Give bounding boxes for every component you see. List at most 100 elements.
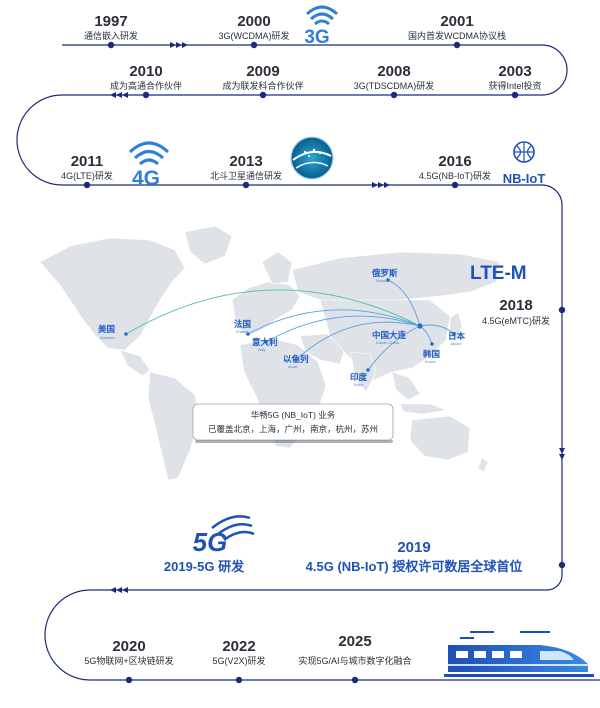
- 5g-logo-icon: 5G: [193, 515, 255, 557]
- city-sub-korea: Korea: [425, 359, 436, 364]
- arc-japan: [419, 324, 455, 335]
- dot-2010: [142, 91, 150, 99]
- city-sub-usa: America: [100, 335, 115, 340]
- desc-1997: 通信嵌入研发: [84, 30, 138, 41]
- city-label-italy: 意大利: [252, 337, 278, 347]
- path-arrows: [110, 42, 565, 593]
- year-2011: 2011: [71, 153, 104, 170]
- year-2000: 2000: [237, 13, 270, 30]
- desc-2008: 3G(TDSCDMA)研发: [354, 80, 435, 91]
- coverage-callout: 华畅5G (NB_IoT) 业务 已覆盖北京，上海，广州，南京，杭州，苏州: [192, 403, 394, 443]
- arc-usa: [125, 289, 421, 335]
- city-dot-italy: [264, 340, 268, 344]
- dot-1997: [107, 41, 115, 49]
- dot-2000: [250, 41, 258, 49]
- arc-france: [247, 309, 421, 335]
- desc-2022: 5G(V2X)研发: [212, 655, 265, 666]
- world-map: [39, 225, 501, 481]
- arc-italy: [265, 315, 421, 343]
- dot-2016: [451, 181, 459, 189]
- dot-2013: [242, 181, 250, 189]
- city-label-korea: 韩国: [423, 349, 440, 359]
- city-sub-italy: Italy: [258, 347, 265, 352]
- arc-india: [367, 325, 421, 371]
- callout-line2: 已覆盖北京，上海，广州，南京，杭州，苏州: [208, 424, 378, 434]
- arrow-row4: [110, 587, 128, 593]
- title-2019-5g: 2019-5G 研发: [164, 559, 245, 574]
- year-1997: 1997: [94, 13, 127, 30]
- city-dot-korea: [430, 342, 434, 346]
- dot-2001: [453, 41, 461, 49]
- year-2022: 2022: [222, 638, 255, 655]
- dot-2003: [511, 91, 519, 99]
- year-2003: 2003: [498, 63, 531, 80]
- year-2009: 2009: [246, 63, 279, 80]
- desc-2018: 4.5G(eMTC)研发: [482, 315, 550, 326]
- dot-2009: [259, 91, 267, 99]
- city-dot-israel: [294, 358, 298, 362]
- city-label-usa: 美国: [98, 324, 115, 334]
- connection-arcs: [125, 279, 455, 371]
- 3g-signal-icon: 3G: [304, 5, 339, 48]
- dot-2025: [351, 676, 359, 684]
- arrow-down: [559, 448, 565, 460]
- city-sub-dalian: Dalian China: [376, 340, 400, 345]
- ltem-logo-icon: LTE-M: [470, 263, 527, 284]
- year-2008: 2008: [377, 63, 410, 80]
- desc-2011: 4G(LTE)研发: [61, 170, 113, 181]
- 4g-signal-icon: 4G: [128, 141, 170, 190]
- badge-5g-text: 5G: [193, 527, 228, 557]
- desc-2013: 北斗卫星通信研发: [210, 170, 282, 181]
- city-dot-dalian: [417, 323, 423, 329]
- city-sub-japan: Japan: [450, 341, 461, 346]
- dot-2008: [390, 91, 398, 99]
- timeline-path: [16, 44, 600, 681]
- year-2019: 2019: [397, 539, 430, 556]
- city-dot-france: [246, 332, 250, 336]
- year-2016: 2016: [438, 153, 471, 170]
- dot-2018: [558, 306, 566, 314]
- timeline-dots: [83, 41, 566, 684]
- dot-2019: [558, 561, 566, 569]
- city-markers: [124, 278, 456, 372]
- city-label-israel: 以色列: [283, 354, 309, 364]
- city-sub-israel: Israel: [288, 364, 298, 369]
- arrow-row1: [170, 42, 188, 48]
- year-2001: 2001: [440, 13, 473, 30]
- desc-2019: 4.5G (NB-IoT) 授权许可数居全球首位: [306, 559, 523, 574]
- desc-2025: 实现5G/AI与城市数字化融合: [298, 655, 411, 666]
- desc-2020: 5G物联网+区块链研发: [84, 655, 173, 666]
- badge-nbiot-text: NB-IoT: [503, 171, 546, 186]
- year-2020: 2020: [112, 638, 145, 655]
- beidou-logo-icon: [290, 136, 334, 180]
- city-dot-japan: [452, 332, 456, 336]
- badge-ltem-text: LTE-M: [470, 263, 527, 284]
- year-2013: 2013: [229, 153, 262, 170]
- callout-line1: 华畅5G (NB_IoT) 业务: [251, 410, 336, 420]
- desc-2016: 4.5G(NB-IoT)研发: [419, 170, 491, 181]
- desc-2001: 国内首发WCDMA协议栈: [408, 30, 506, 41]
- arrow-row3: [372, 182, 390, 188]
- city-sub-france: France: [236, 329, 249, 334]
- city-label-russia: 俄罗斯: [371, 268, 398, 278]
- desc-2003: 获得Intel投资: [488, 80, 541, 91]
- desc-2009: 成为联发科合作伙伴: [222, 80, 303, 91]
- city-label-france: 法国: [234, 319, 251, 329]
- badge-4g-text: 4G: [132, 167, 160, 190]
- train-icon: [444, 631, 594, 677]
- arrow-row2: [110, 92, 128, 98]
- city-dot-russia: [386, 278, 390, 282]
- year-2010: 2010: [129, 63, 162, 80]
- city-dot-india: [366, 368, 370, 372]
- arc-israel: [295, 321, 421, 361]
- dot-2011: [83, 181, 91, 189]
- arc-russia: [387, 279, 421, 327]
- year-2025: 2025: [338, 633, 371, 650]
- city-dot-usa: [124, 332, 128, 336]
- year-2018: 2018: [499, 297, 532, 314]
- nbiot-logo-icon: NB-IoT: [503, 141, 546, 186]
- dot-2020: [125, 676, 133, 684]
- city-sub-india: India: [354, 382, 363, 387]
